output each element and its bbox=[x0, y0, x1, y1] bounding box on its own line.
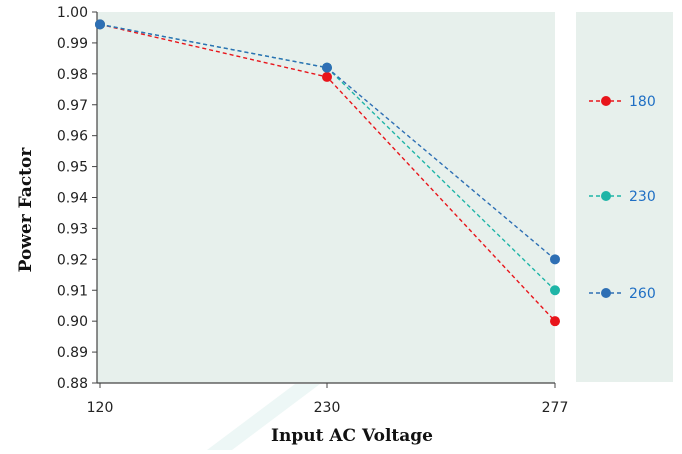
x-axis-ticks: 120 230 277 bbox=[87, 383, 569, 416]
y-tick-label: 0.93 bbox=[57, 221, 88, 237]
data-point-260 bbox=[322, 62, 332, 73]
y-tick-label: 1.00 bbox=[57, 5, 88, 21]
series-points bbox=[95, 19, 560, 327]
legend-swatch-marker-230 bbox=[601, 191, 611, 201]
legend-label-260: 260 bbox=[629, 286, 656, 302]
data-point-180 bbox=[322, 71, 332, 82]
legend-background bbox=[576, 12, 673, 382]
y-tick-label: 0.89 bbox=[57, 345, 88, 361]
x-tick-label: 230 bbox=[314, 400, 341, 416]
y-axis-ticks: 0.88 0.89 0.90 0.91 0.92 0.93 0.94 0.95 0.96 0.97… bbox=[57, 5, 97, 392]
data-point-260 bbox=[95, 19, 105, 30]
y-tick-label: 0.99 bbox=[57, 36, 88, 52]
y-tick-label: 0.95 bbox=[57, 160, 88, 176]
y-axis-title: Power Factor bbox=[16, 147, 36, 273]
legend-swatch-marker-180 bbox=[601, 96, 611, 106]
legend: 180 230 260 bbox=[589, 94, 656, 302]
y-tick-label: 0.91 bbox=[57, 283, 88, 299]
legend-swatch-marker-260 bbox=[601, 288, 611, 298]
data-point-260 bbox=[550, 254, 560, 265]
x-tick-label: 277 bbox=[542, 400, 569, 416]
y-tick-label: 0.97 bbox=[57, 98, 88, 114]
y-tick-label: 0.94 bbox=[57, 191, 88, 207]
y-tick-label: 0.96 bbox=[57, 129, 88, 145]
legend-label-180: 180 bbox=[629, 94, 656, 110]
x-tick-label: 120 bbox=[87, 400, 114, 416]
y-tick-label: 0.98 bbox=[57, 67, 88, 83]
decorative-watermark bbox=[207, 384, 320, 450]
y-tick-label: 0.92 bbox=[57, 252, 88, 268]
x-axis-title: Input AC Voltage bbox=[271, 426, 433, 446]
data-point-180 bbox=[550, 316, 560, 327]
legend-label-230: 230 bbox=[629, 189, 656, 205]
y-tick-label: 0.90 bbox=[57, 314, 88, 330]
data-point-230 bbox=[550, 285, 560, 296]
y-tick-label: 0.88 bbox=[57, 376, 88, 392]
